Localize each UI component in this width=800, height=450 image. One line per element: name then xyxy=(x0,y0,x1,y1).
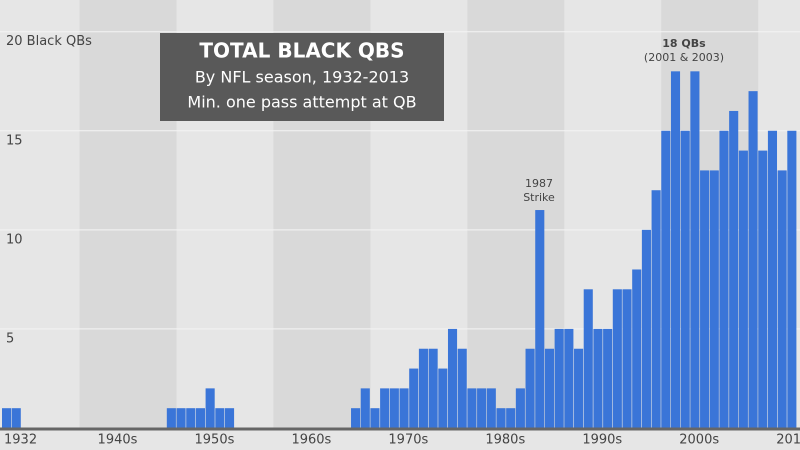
annotation: 1987 xyxy=(525,177,553,190)
bar xyxy=(535,210,545,428)
bar xyxy=(777,170,787,428)
bar xyxy=(574,348,584,428)
bar xyxy=(767,130,778,428)
bar xyxy=(554,328,564,428)
bar xyxy=(428,348,438,428)
y-tick-label: 15 xyxy=(6,133,23,148)
bar xyxy=(612,289,622,428)
subtitle: Min. one pass attempt at QB xyxy=(187,93,416,112)
bar xyxy=(2,408,12,428)
bar xyxy=(370,408,380,428)
bar xyxy=(409,368,419,428)
bar xyxy=(496,408,506,428)
x-tick-label: 1980s xyxy=(485,433,525,448)
bar xyxy=(787,130,797,428)
bar xyxy=(418,348,428,428)
bar xyxy=(719,130,729,428)
bar xyxy=(11,408,21,428)
annotation: (2001 & 2003) xyxy=(644,51,724,64)
bar xyxy=(389,388,399,428)
bar xyxy=(544,348,555,428)
bar xyxy=(680,130,690,428)
bar xyxy=(176,408,186,428)
bar xyxy=(205,388,215,428)
y-tick-label: 10 xyxy=(6,232,23,247)
bar xyxy=(525,348,535,428)
bar xyxy=(670,71,681,428)
bar xyxy=(399,388,409,428)
bar xyxy=(477,388,487,428)
bar xyxy=(166,408,176,428)
bar xyxy=(486,388,496,428)
bar xyxy=(351,408,361,428)
bar xyxy=(583,289,593,428)
bar xyxy=(380,388,390,428)
x-tick-label: 1960s xyxy=(291,433,331,448)
bar xyxy=(593,328,603,428)
bar xyxy=(224,408,235,428)
bar xyxy=(651,190,661,428)
bar xyxy=(641,229,651,428)
annotation: 18 QBs xyxy=(662,37,706,50)
bar xyxy=(564,328,574,428)
x-tick-label: 1990s xyxy=(582,433,622,448)
bar xyxy=(748,91,758,429)
x-tick-label: 2010s xyxy=(776,433,800,448)
bar xyxy=(603,328,613,428)
y-tick-label: 20 Black QBs xyxy=(6,34,92,49)
bar xyxy=(506,408,516,428)
bar xyxy=(632,269,642,428)
bar xyxy=(758,150,768,428)
y-tick-label: 5 xyxy=(6,331,14,346)
bar xyxy=(690,71,700,428)
bar xyxy=(622,289,632,428)
bar xyxy=(709,170,719,428)
bar xyxy=(515,388,525,428)
chart-title: TOTAL BLACK QBS xyxy=(199,39,404,63)
x-tick-label: 1932 xyxy=(4,433,37,448)
x-tick-label: 1970s xyxy=(388,433,428,448)
x-tick-label: 1950s xyxy=(195,433,235,448)
bar xyxy=(738,150,748,428)
bar xyxy=(661,130,671,428)
bar xyxy=(360,388,370,428)
bar xyxy=(700,170,710,428)
bar xyxy=(467,388,477,428)
bar xyxy=(729,110,739,429)
bar xyxy=(215,408,225,428)
bar xyxy=(195,408,205,428)
bar xyxy=(447,328,458,428)
title-box xyxy=(160,33,444,121)
x-tick-label: 2000s xyxy=(679,433,719,448)
subtitle: By NFL season, 1932-2013 xyxy=(195,68,409,87)
annotation: Strike xyxy=(523,191,555,204)
bar xyxy=(438,368,448,428)
bar xyxy=(457,348,467,428)
x-tick-label: 1940s xyxy=(98,433,138,448)
bar xyxy=(186,408,196,428)
